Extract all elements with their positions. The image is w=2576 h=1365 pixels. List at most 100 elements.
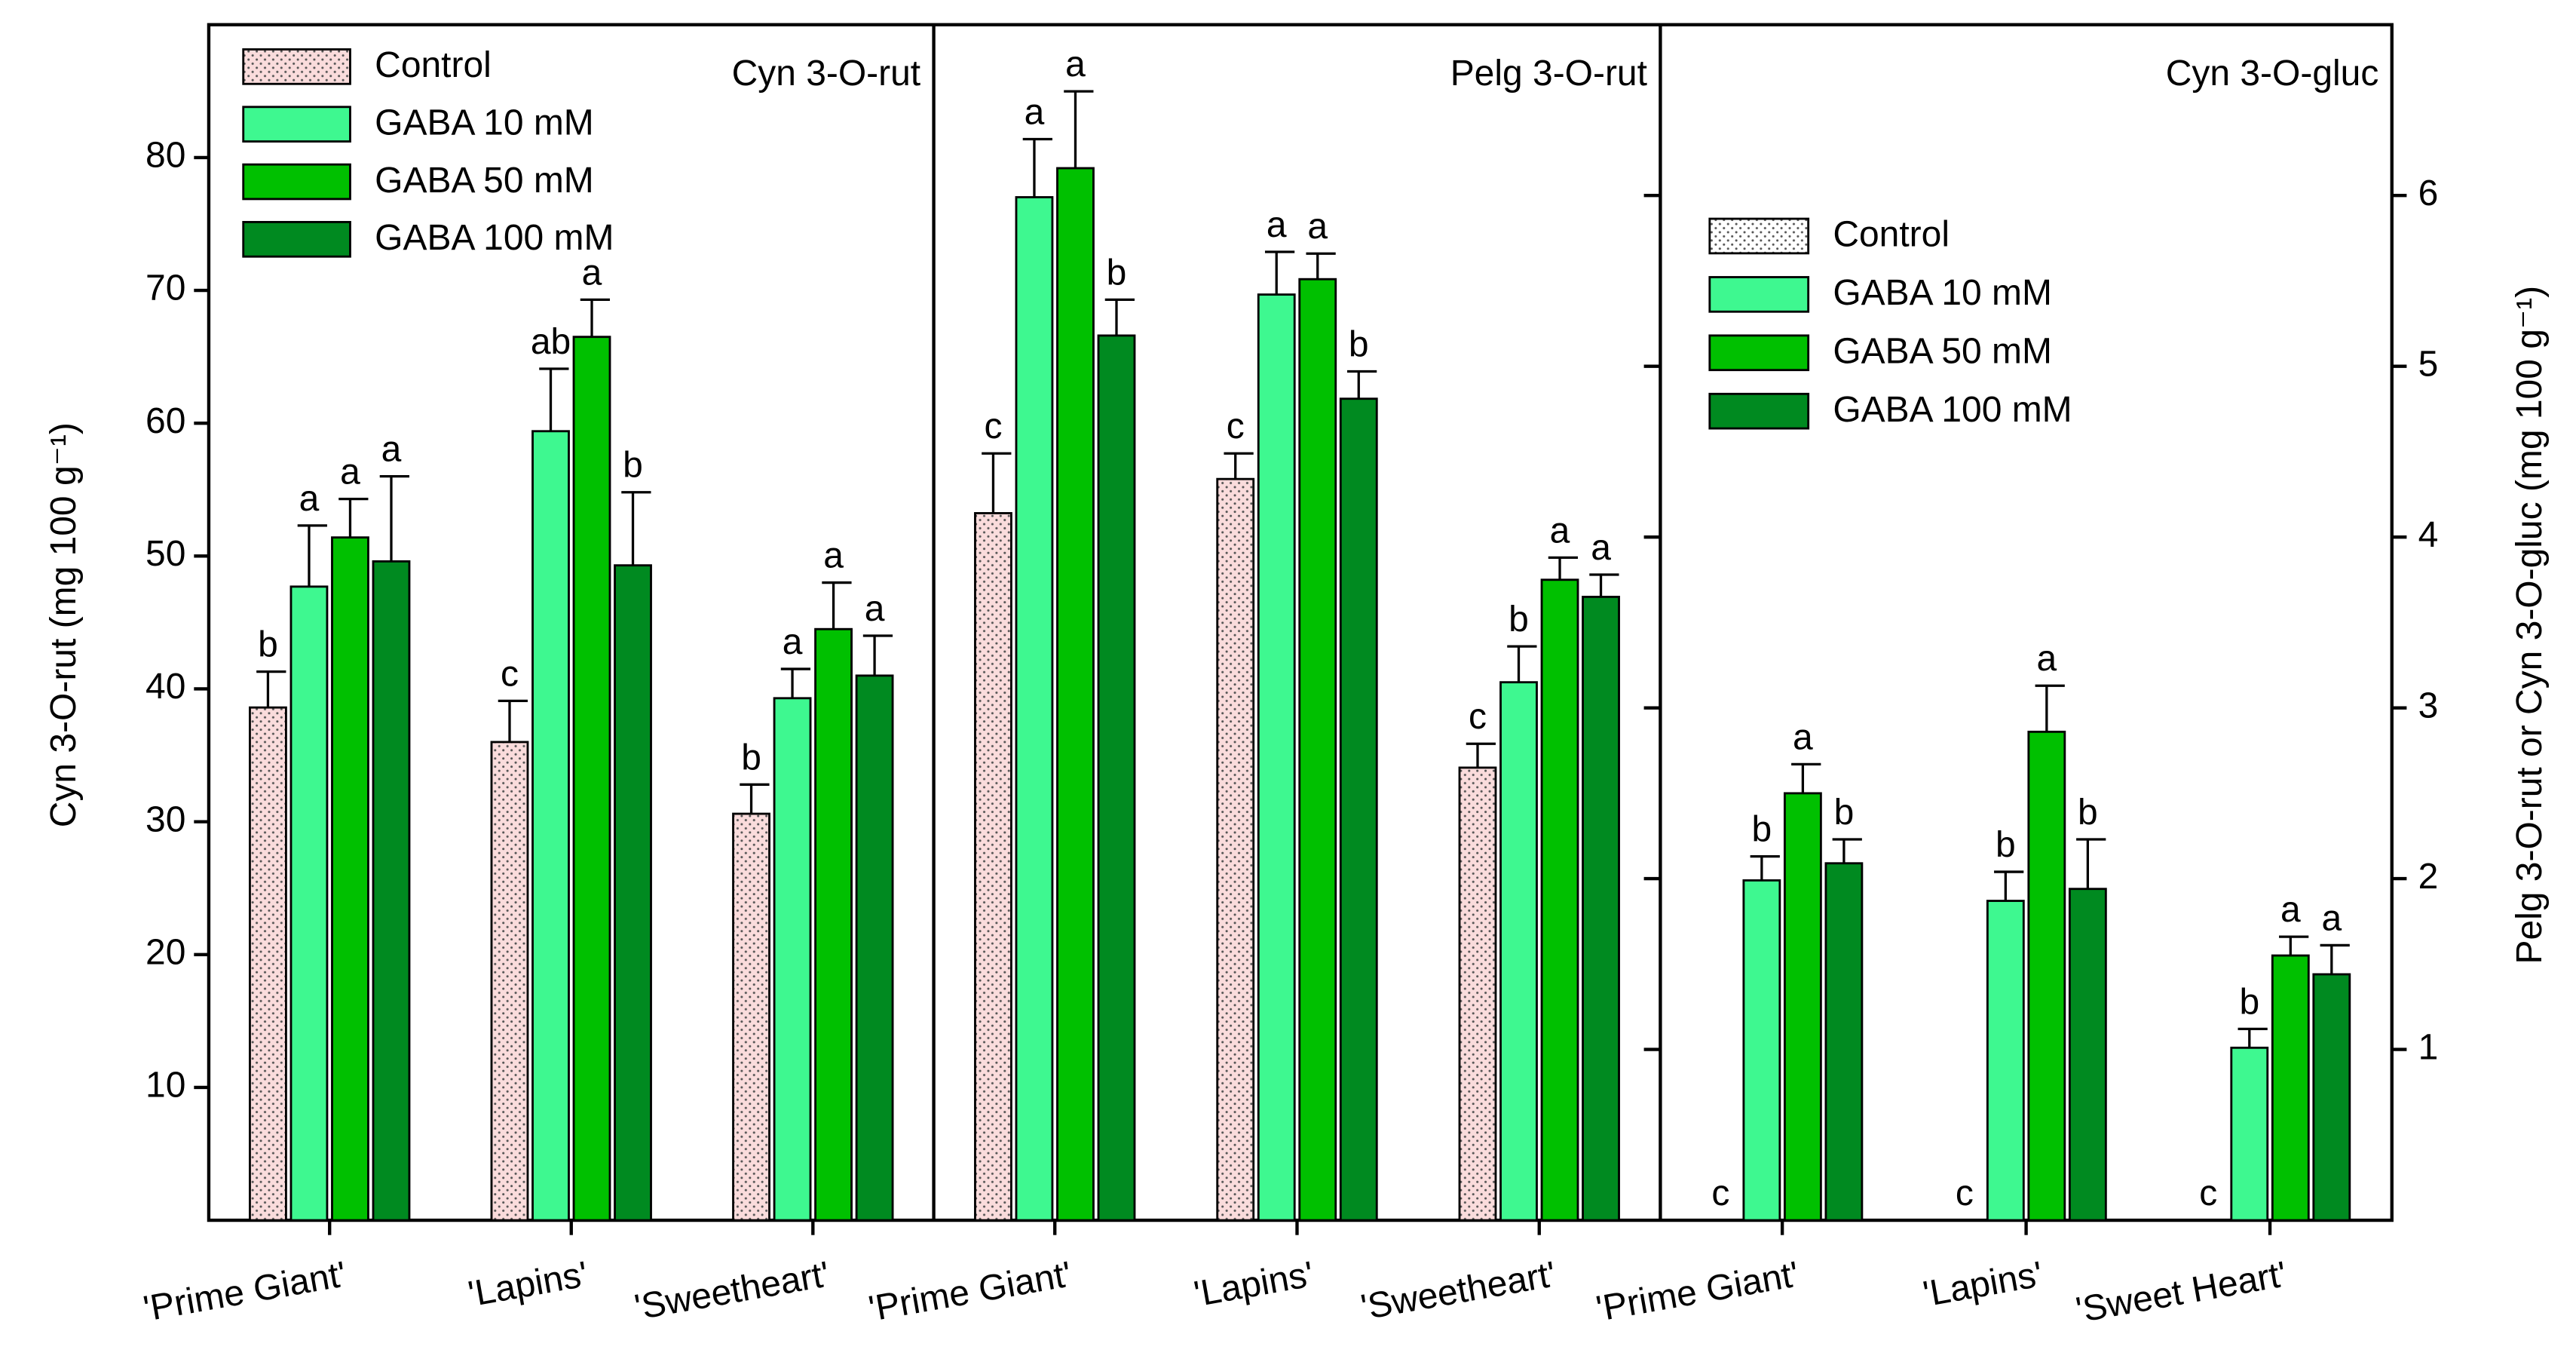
y2-tick-label: 1	[2418, 1027, 2439, 1067]
significance-letter: a	[1025, 92, 1045, 132]
bar	[2312, 973, 2351, 1222]
error-bar	[1022, 137, 1052, 198]
error-bar	[498, 699, 528, 742]
bar	[331, 536, 369, 1222]
bar	[2027, 730, 2066, 1222]
bar	[1824, 862, 1864, 1222]
legend-swatch	[242, 106, 351, 143]
error-bar	[1064, 90, 1094, 168]
bar	[490, 741, 529, 1222]
significance-letter: a	[2321, 898, 2342, 938]
error-bar	[1548, 556, 1579, 580]
significance-letter: b	[1107, 253, 1127, 293]
x-tick-label: 'Sweetheart'	[632, 1254, 832, 1328]
bar	[1742, 879, 1781, 1222]
bar	[249, 706, 287, 1222]
significance-letter: a	[2037, 639, 2057, 679]
significance-letter: a	[2280, 890, 2301, 930]
bar	[572, 336, 611, 1222]
error-bar	[1994, 870, 2024, 901]
significance-letter: c	[501, 654, 519, 694]
legend-label: GABA 10 mM	[1833, 273, 2052, 313]
error-bar	[862, 634, 893, 676]
significance-letter: a	[1550, 511, 1570, 551]
bar	[1298, 278, 1337, 1222]
bar	[1339, 397, 1378, 1222]
x-tick-label: 'Lapins'	[1920, 1254, 2045, 1314]
error-bar	[1224, 452, 1254, 480]
y2-tick-label: 6	[2418, 173, 2439, 213]
error-bar	[2279, 935, 2309, 956]
error-bar	[539, 367, 569, 431]
error-bar	[740, 783, 770, 814]
bar	[1216, 477, 1255, 1222]
error-bar	[338, 497, 369, 538]
significance-letter: c	[1227, 406, 1245, 446]
error-bar	[1466, 742, 1496, 768]
x-tick-label: 'Sweet Heart'	[2073, 1254, 2290, 1330]
y-tick-label: 60	[145, 401, 185, 441]
significance-letter: b	[1509, 600, 1529, 640]
error-bar	[1791, 762, 1821, 793]
error-bar	[1507, 645, 1537, 682]
bar	[2230, 1046, 2269, 1222]
error-bar	[1104, 298, 1135, 336]
error-bar	[982, 452, 1012, 514]
y-tick-label: 70	[145, 268, 185, 308]
legend-label: GABA 100 mM	[1833, 390, 2072, 430]
significance-letter: c	[984, 406, 1002, 446]
error-bar	[621, 491, 651, 566]
y-tick-label: 40	[145, 667, 185, 707]
significance-letter: c	[2199, 1173, 2217, 1213]
panel-title: Cyn 3-O-gluc	[2166, 54, 2379, 94]
y-tick-label: 30	[145, 799, 185, 839]
significance-letter: a	[299, 479, 320, 519]
significance-letter: c	[1711, 1173, 1729, 1213]
significance-letter: a	[582, 253, 602, 293]
bar	[289, 585, 329, 1222]
panel-title: Pelg 3-O-rut	[1450, 54, 1647, 94]
significance-letter: a	[1065, 44, 1086, 84]
bar	[855, 674, 894, 1222]
bar	[1783, 792, 1822, 1222]
error-bar	[1264, 250, 1295, 295]
significance-letter: a	[865, 589, 885, 629]
legend-label: GABA 10 mM	[375, 103, 594, 143]
bar	[773, 697, 812, 1222]
legend-label: GABA 100 mM	[375, 218, 614, 258]
error-bar	[2076, 838, 2106, 889]
error-bar	[1306, 252, 1336, 280]
error-bar	[2238, 1027, 2268, 1048]
error-bar	[1347, 370, 1377, 399]
legend-label: Control	[1833, 215, 1950, 255]
error-bar	[2035, 684, 2065, 732]
significance-letter: a	[340, 452, 360, 492]
error-bar	[822, 581, 852, 630]
legend-label: Control	[375, 45, 492, 85]
significance-letter: b	[2239, 982, 2259, 1022]
error-bar	[256, 670, 286, 708]
x-tick-label: 'Prime Giant'	[140, 1254, 349, 1329]
panel-title: Cyn 3-O-rut	[732, 54, 921, 94]
bar	[1499, 681, 1538, 1222]
x-tick-label: 'Prime Giant'	[1593, 1254, 1802, 1329]
bar	[372, 560, 411, 1222]
y2-axis-label: Pelg 3-O-rut or Cyn 3-O-gluc (mg 100 g⁻¹…	[2510, 286, 2550, 965]
significance-letter: a	[1591, 528, 1611, 568]
bar	[1056, 167, 1095, 1222]
error-bar	[2320, 943, 2350, 974]
x-tick-label: 'Sweetheart'	[1358, 1254, 1558, 1328]
significance-letter: a	[783, 622, 803, 662]
bar	[1097, 334, 1136, 1222]
error-bar	[780, 667, 811, 698]
significance-letter: c	[1469, 697, 1487, 737]
error-bar	[379, 475, 409, 562]
significance-letter: a	[1793, 717, 1813, 757]
y-tick-label: 20	[145, 932, 185, 972]
y2-tick-label: 3	[2418, 686, 2439, 725]
significance-letter: a	[1307, 207, 1328, 247]
x-tick-label: 'Prime Giant'	[865, 1254, 1074, 1329]
bar	[1582, 596, 1620, 1222]
bar	[1540, 578, 1579, 1222]
